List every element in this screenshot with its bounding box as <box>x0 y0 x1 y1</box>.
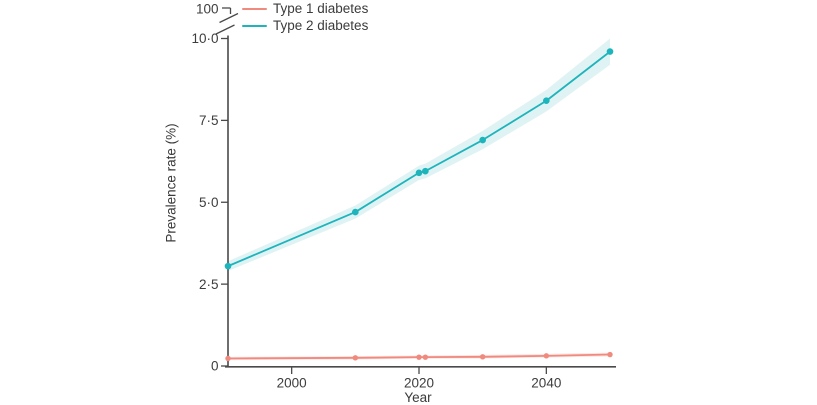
data-point-type-2-diabetes-2040 <box>543 97 550 105</box>
legend-swatch-type1-line <box>242 7 267 10</box>
data-point-type-1-diabetes-2040 <box>543 353 550 359</box>
y-tick-label: 5·0 <box>199 195 219 210</box>
y-tick-label: 2·5 <box>199 277 219 292</box>
data-point-type-1-diabetes-2021 <box>422 354 429 360</box>
x-tick-label: 2040 <box>531 376 561 391</box>
axis-break-slash-lower <box>215 24 235 35</box>
data-point-type-2-diabetes-2050 <box>606 48 614 55</box>
data-point-type-1-diabetes-2030 <box>479 354 486 360</box>
y-break-top-label: 100 <box>196 2 219 17</box>
series-line-1 <box>227 50 611 267</box>
data-point-type-1-diabetes-2010 <box>352 355 359 361</box>
data-point-type-1-diabetes-2050 <box>607 351 613 358</box>
legend: Type 1 diabetes Type 2 diabetes <box>242 0 368 34</box>
data-point-type-2-diabetes-2020 <box>415 169 423 177</box>
x-tick-label: 2020 <box>404 376 434 391</box>
legend-item-type2: Type 2 diabetes <box>242 17 368 34</box>
legend-swatch-type2-line <box>242 24 267 27</box>
legend-label-type1: Type 1 diabetes <box>273 1 369 16</box>
y-tick-label: 10·0 <box>191 31 218 46</box>
x-axis-title: Year <box>404 390 432 405</box>
data-point-type-2-diabetes-2021 <box>422 167 429 175</box>
data-point-type-2-diabetes-2030 <box>479 136 486 144</box>
legend-item-type1: Type 1 diabetes <box>242 0 368 17</box>
y-tick-label: 7·5 <box>199 113 219 128</box>
data-point-type-1-diabetes-1990 <box>225 355 231 362</box>
x-tick-label: 2000 <box>277 376 307 391</box>
legend-label-type2: Type 2 diabetes <box>273 18 369 33</box>
data-point-type-2-diabetes-2010 <box>352 208 359 216</box>
data-point-type-1-diabetes-2020 <box>416 354 422 360</box>
ci-band-series-1 <box>228 38 610 272</box>
y-axis-title: Prevalence rate (%) <box>163 123 179 243</box>
data-point-type-2-diabetes-1990 <box>224 262 232 270</box>
y-tick-label: 0 <box>211 359 219 374</box>
axis-break-slash-upper <box>219 12 239 24</box>
